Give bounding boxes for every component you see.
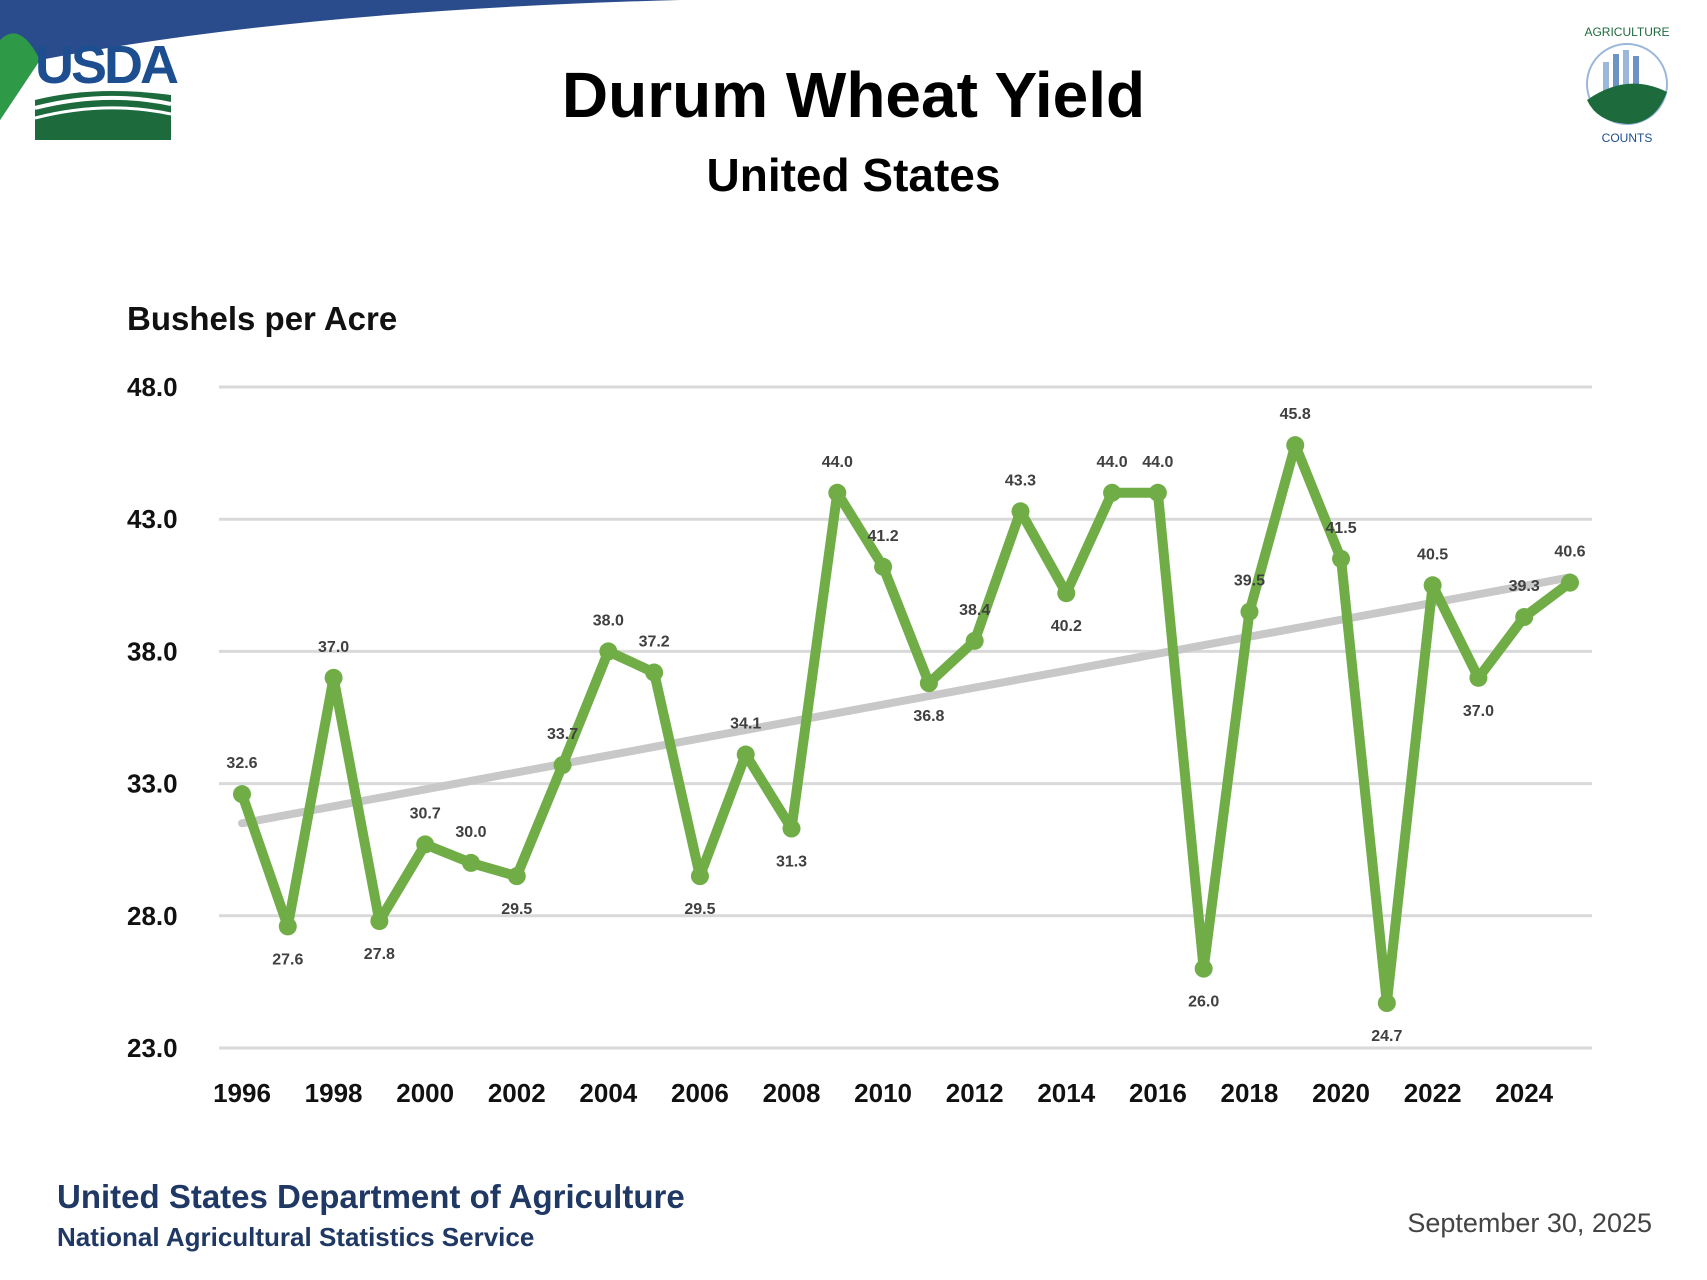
data-label: 40.6	[1554, 544, 1585, 561]
svg-text:COUNTS: COUNTS	[1602, 131, 1653, 145]
x-tick-label: 2002	[488, 1078, 546, 1108]
data-point	[874, 557, 893, 576]
data-point	[416, 835, 435, 854]
data-label: 29.5	[684, 901, 715, 918]
x-tick-label: 2012	[946, 1078, 1004, 1108]
data-point	[736, 745, 755, 764]
data-point	[1057, 584, 1076, 603]
y-tick-label: 48.0	[127, 372, 178, 402]
y-axis-label: Bushels per Acre	[127, 300, 398, 337]
data-label: 26.0	[1188, 994, 1219, 1011]
data-point	[1332, 549, 1351, 568]
data-label: 30.0	[455, 824, 486, 841]
data-label: 27.6	[272, 951, 303, 968]
data-point	[1194, 959, 1213, 978]
data-label: 37.0	[318, 639, 349, 656]
data-label: 37.0	[1463, 703, 1494, 720]
data-label: 39.5	[1234, 573, 1265, 590]
data-point	[1286, 436, 1305, 455]
data-label: 36.8	[913, 708, 944, 725]
data-label: 41.2	[868, 528, 899, 545]
data-label: 40.2	[1051, 618, 1082, 635]
data-label: 40.5	[1417, 546, 1448, 563]
data-point	[507, 867, 526, 886]
data-point	[965, 631, 984, 650]
data-point	[1011, 502, 1030, 521]
data-label: 38.4	[959, 602, 990, 619]
data-point	[461, 853, 480, 872]
x-tick-label: 2016	[1129, 1078, 1187, 1108]
data-label: 41.5	[1325, 520, 1356, 537]
x-tick-label: 2020	[1312, 1078, 1370, 1108]
x-tick-label: 2006	[671, 1078, 729, 1108]
data-label: 39.3	[1509, 578, 1540, 595]
data-label: 34.1	[730, 716, 761, 733]
svg-text:AGRICULTURE: AGRICULTURE	[1584, 25, 1669, 39]
data-point	[1103, 483, 1122, 502]
x-tick-label: 2018	[1221, 1078, 1279, 1108]
data-label: 27.8	[364, 946, 395, 963]
x-tick-label: 1996	[213, 1078, 271, 1108]
data-point	[690, 867, 709, 886]
data-point	[370, 912, 389, 931]
footer-service: National Agricultural Statistics Service	[57, 1222, 535, 1252]
data-point	[1148, 483, 1167, 502]
data-label: 30.7	[410, 805, 441, 822]
data-point	[828, 483, 847, 502]
data-point	[919, 674, 938, 693]
data-label: 31.3	[776, 854, 807, 871]
x-tick-label: 2010	[854, 1078, 912, 1108]
agriculture-counts-logo: AGRICULTURE COUNTS	[1584, 25, 1669, 145]
data-label: 33.7	[547, 726, 578, 743]
x-tick-label: 2024	[1495, 1078, 1553, 1108]
data-point	[1423, 576, 1442, 595]
usda-logo-text: USDA	[35, 35, 179, 95]
y-tick-label: 43.0	[127, 504, 178, 534]
x-tick-label: 1998	[305, 1078, 363, 1108]
x-tick-label: 2000	[396, 1078, 454, 1108]
data-point	[1515, 608, 1534, 627]
chart-subtitle: United States	[706, 149, 1001, 201]
data-point	[278, 917, 297, 936]
data-label: 29.5	[501, 901, 532, 918]
data-label: 43.3	[1005, 472, 1036, 489]
release-date: September 30, 2025	[1407, 1208, 1652, 1238]
x-tick-label: 2022	[1404, 1078, 1462, 1108]
y-tick-label: 38.0	[127, 636, 178, 666]
line-chart: 23.0 28.0 33.0 38.0 43.0 48.0 1996 1998 2000 2002…	[127, 372, 1592, 1108]
data-label: 32.6	[226, 755, 257, 772]
data-point	[1469, 668, 1488, 687]
data-point	[1561, 573, 1579, 592]
data-label: 24.7	[1371, 1028, 1402, 1045]
usda-logo: USDA	[35, 35, 179, 140]
data-label: 44.0	[1142, 454, 1173, 471]
x-tick-label: 2014	[1037, 1078, 1095, 1108]
data-point	[553, 756, 572, 775]
chart-title: Durum Wheat Yield	[561, 59, 1146, 131]
y-tick-label: 33.0	[127, 769, 178, 799]
data-point	[645, 663, 664, 682]
data-point	[324, 668, 343, 687]
footer-department: United States Department of Agriculture	[57, 1178, 685, 1215]
data-label: 38.0	[593, 612, 624, 629]
y-tick-label: 28.0	[127, 901, 178, 931]
x-tick-label: 2008	[763, 1078, 821, 1108]
x-tick-label: 2004	[579, 1078, 637, 1108]
top-banner	[0, 0, 680, 121]
y-tick-label: 23.0	[127, 1033, 178, 1063]
yield-series-line	[237, 440, 1574, 1009]
data-label: 44.0	[1096, 454, 1127, 471]
data-point	[1240, 602, 1259, 621]
data-label: 44.0	[822, 454, 853, 471]
data-point	[782, 819, 801, 838]
data-point	[1377, 994, 1396, 1013]
data-label: 45.8	[1280, 406, 1311, 423]
data-point	[599, 642, 618, 661]
data-point	[233, 785, 251, 804]
data-label: 37.2	[639, 634, 670, 651]
